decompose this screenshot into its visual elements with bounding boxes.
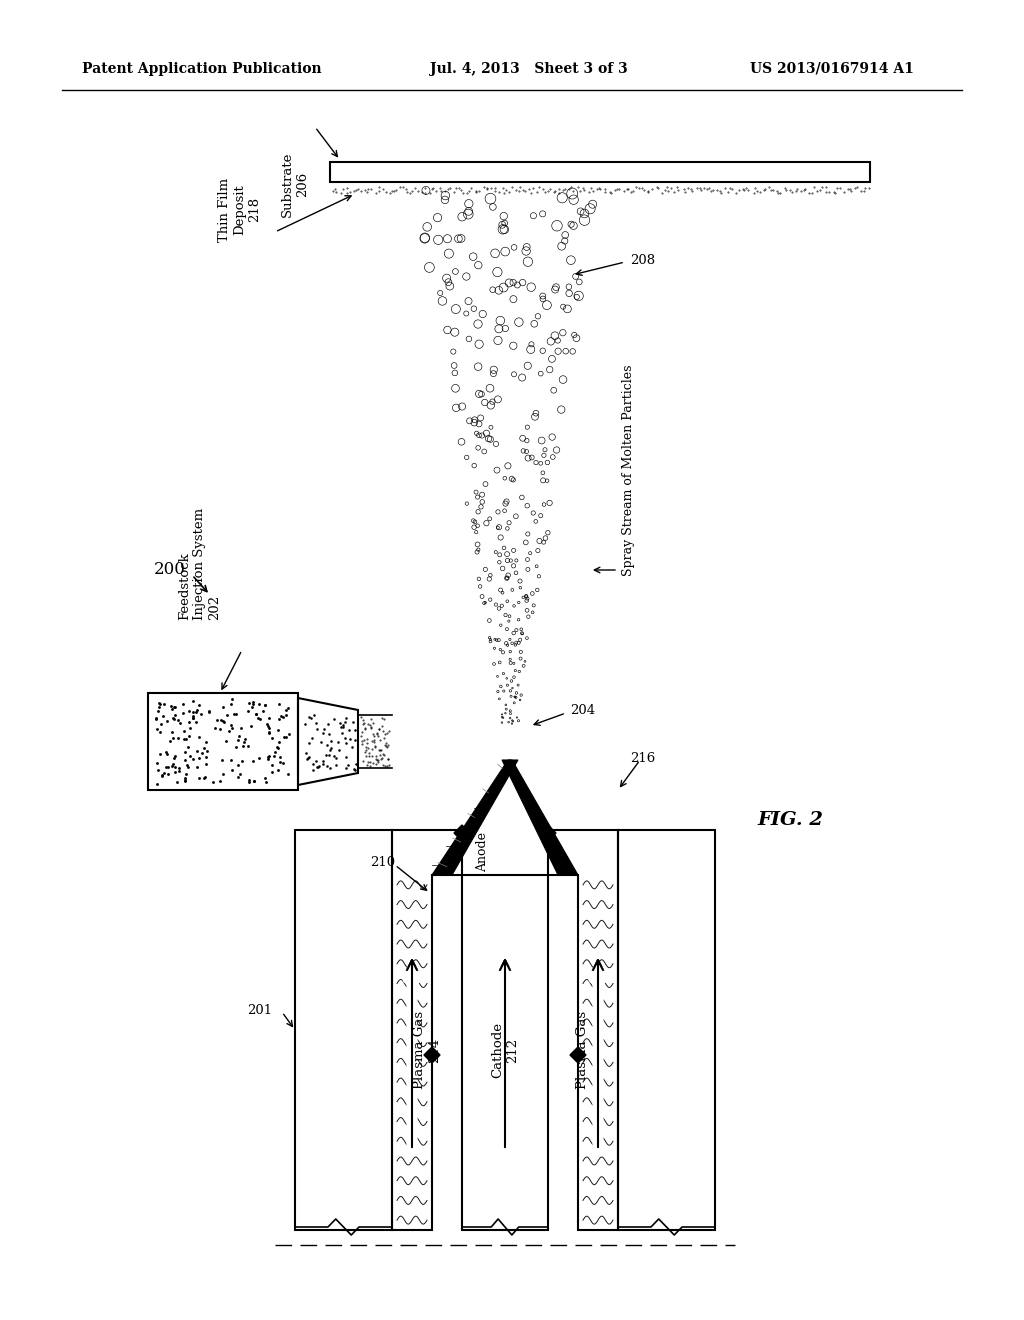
Text: 200: 200: [154, 561, 186, 578]
Text: Jul. 4, 2013   Sheet 3 of 3: Jul. 4, 2013 Sheet 3 of 3: [430, 62, 628, 77]
Text: Feedstock
Injection System
202: Feedstock Injection System 202: [178, 508, 221, 620]
Text: Spray Stream of Molten Particles: Spray Stream of Molten Particles: [622, 364, 635, 576]
Text: 204: 204: [570, 704, 595, 717]
Text: Cathode
212: Cathode 212: [490, 1022, 519, 1078]
Polygon shape: [502, 760, 578, 875]
Text: FIG. 2: FIG. 2: [757, 810, 823, 829]
Text: Anode: Anode: [476, 833, 489, 873]
Text: 210: 210: [370, 855, 395, 869]
Text: Patent Application Publication: Patent Application Publication: [82, 62, 322, 77]
Text: US 2013/0167914 A1: US 2013/0167914 A1: [750, 62, 913, 77]
Text: 208: 208: [630, 253, 655, 267]
Polygon shape: [454, 825, 470, 841]
Text: Thin Film
Deposit
218: Thin Film Deposit 218: [218, 178, 261, 242]
Text: 216: 216: [630, 751, 655, 764]
Bar: [462, 875, 548, 1230]
Text: 201: 201: [247, 1003, 272, 1016]
Text: Plasma Gas: Plasma Gas: [577, 1011, 590, 1089]
Bar: [330, 162, 870, 182]
Polygon shape: [432, 760, 518, 875]
Polygon shape: [540, 825, 556, 841]
Polygon shape: [570, 1047, 586, 1063]
Text: Plasma Gas
214: Plasma Gas 214: [413, 1011, 441, 1089]
Bar: [148, 693, 298, 789]
Polygon shape: [424, 1047, 440, 1063]
Text: Substrate
206: Substrate 206: [281, 152, 309, 216]
